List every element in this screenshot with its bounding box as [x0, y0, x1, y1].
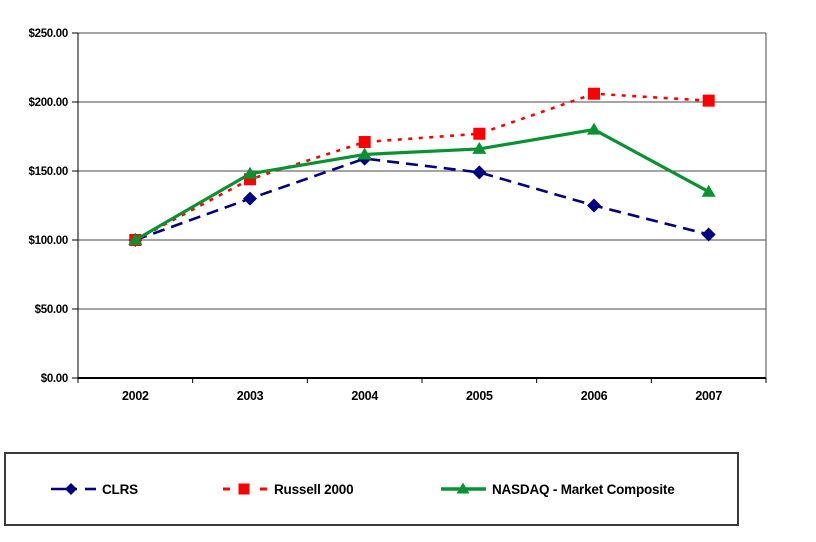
svg-text:$150.00: $150.00	[29, 166, 68, 178]
svg-text:$100.00: $100.00	[29, 235, 68, 247]
svg-text:$250.00: $250.00	[29, 28, 68, 40]
svg-text:$0.00: $0.00	[41, 373, 68, 385]
legend-label-nasdaq-market-composite: NASDAQ - Market Composite	[492, 481, 675, 497]
legend-item-clrs: CLRS	[51, 480, 138, 498]
plot-area: $250.00 $200.00 $150.00 $100.00 $50.00 $0.00 2…	[29, 28, 767, 403]
svg-text:2002: 2002	[122, 389, 149, 403]
svg-text:2003: 2003	[237, 389, 264, 403]
chart-legend: CLRS Russell 2000 NASDAQ - Market Compos…	[4, 452, 739, 526]
svg-text:2007: 2007	[695, 389, 722, 403]
svg-text:2005: 2005	[466, 389, 493, 403]
svg-text:2004: 2004	[351, 389, 378, 403]
legend-item-russell-2000: Russell 2000	[223, 480, 354, 498]
svg-text:$50.00: $50.00	[35, 304, 68, 316]
legend-item-nasdaq-market-composite: NASDAQ - Market Composite	[441, 480, 675, 498]
nasdaq-solid-triangle-icon	[441, 482, 486, 494]
legend-label-clrs: CLRS	[102, 481, 138, 497]
legend-label-russell-2000: Russell 2000	[274, 481, 354, 497]
svg-text:$200.00: $200.00	[29, 97, 68, 109]
russell-dotted-square-icon	[223, 483, 267, 495]
clrs-dashed-diamond-icon	[51, 483, 96, 495]
svg-text:2006: 2006	[581, 389, 608, 403]
